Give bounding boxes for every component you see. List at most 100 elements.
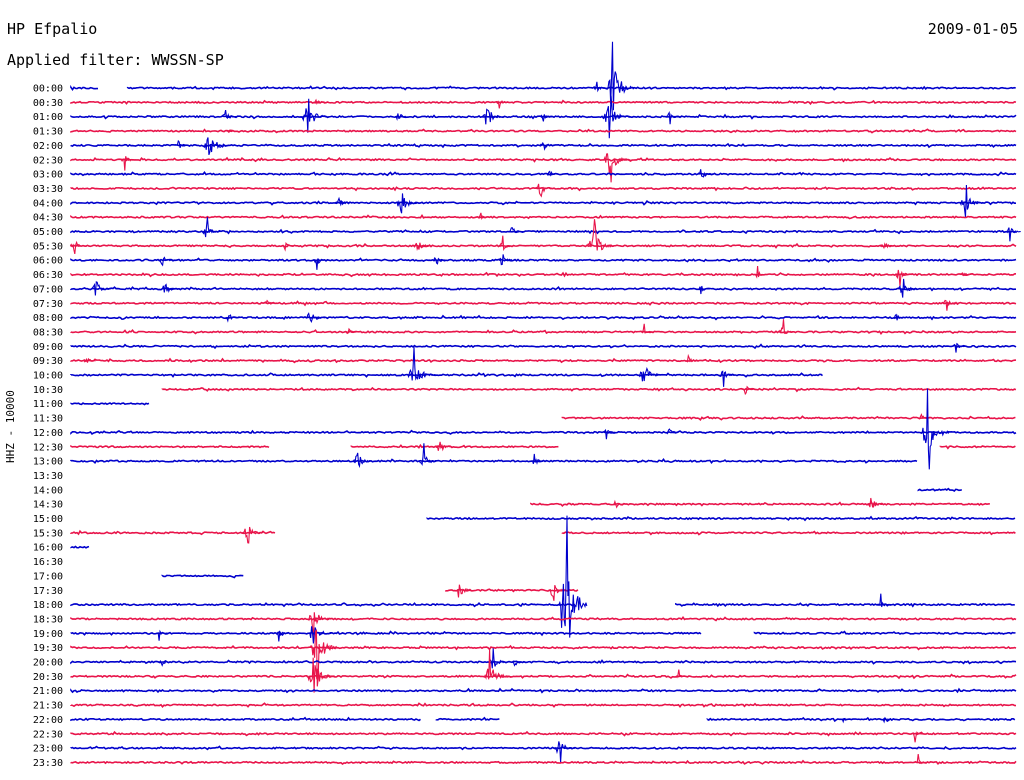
time-label: 02:30 [33,155,63,166]
seismic-event [554,741,576,763]
seismic-event [307,612,332,642]
trace-row [70,741,1017,763]
seismic-event [345,327,358,335]
seismic-event [275,631,288,642]
seismic-event [915,754,928,765]
seismic-event [881,716,891,724]
trace-row [70,353,1017,364]
trace-segment [161,574,244,579]
seismic-event [697,169,714,178]
trace-row [70,388,1017,470]
seismic-event [665,111,682,125]
trace-row [70,649,1017,693]
seismic-event [602,153,631,183]
seismic-event [641,323,654,334]
seismic-event [488,648,508,669]
time-label: 06:30 [33,270,63,281]
seismic-event [876,593,892,608]
trace-segment [70,687,1017,694]
trace-segment [70,644,1017,651]
trace-row [70,169,1017,178]
time-label: 16:00 [33,543,63,554]
time-label: 21:30 [33,701,63,712]
time-label: 01:00 [33,112,63,123]
trace-row [70,441,1016,452]
seismic-event [918,413,931,420]
seismic-event [603,428,616,440]
time-label: 02:00 [33,141,63,152]
seismic-event [453,584,474,598]
trace-row [70,265,1017,287]
trace-segment [70,242,1017,249]
time-label: 21:00 [33,686,63,697]
trace-row [70,545,90,549]
trace-row [70,184,1017,218]
trace-segment [70,429,1017,435]
time-label: 11:00 [33,399,63,410]
trace-segment [70,286,1017,292]
trace-row [70,217,1021,242]
trace-row [70,342,1017,353]
trace-segment [70,343,1017,350]
seismic-event [263,299,276,305]
seismic-event [741,385,757,396]
seismic-event [221,109,237,120]
trace-segment [70,171,1017,177]
seismic-event [530,453,546,465]
seismic-event [432,256,448,265]
trace-row [70,629,1017,687]
time-label: 08:00 [33,313,63,324]
trace-segment [561,530,1016,536]
seismic-event [498,254,515,266]
time-label: 07:30 [33,299,63,310]
seismic-event [242,526,264,544]
time-label: 22:00 [33,715,63,726]
trace-segment [445,588,579,593]
trace-segment [70,673,1017,680]
seismic-event [558,515,588,638]
seismic-event [478,212,488,221]
time-label: 13:00 [33,457,63,468]
seismic-event [156,629,169,641]
time-label: 08:30 [33,327,63,338]
trace-segment [753,630,1016,636]
seismic-event [840,717,850,724]
trace-segment [70,458,918,465]
seismic-event [306,657,336,693]
seismic-event [893,313,906,321]
trace-segment [70,402,150,406]
trace-segment [70,300,1017,307]
time-label: 14:00 [33,485,63,496]
seismic-event [159,659,172,667]
seismic-event [718,370,736,387]
seismic-event [1005,227,1021,242]
trace-segment [70,730,1017,737]
trace-row [70,443,918,469]
trace-segment [939,445,1016,450]
trace-segment [70,99,1017,106]
trace-segment [70,702,1017,709]
trace-row [70,98,1017,109]
trace-segment [70,601,576,608]
time-label: 09:00 [33,342,63,353]
seismic-event [912,731,925,743]
seismic-event [120,156,136,171]
seismic-event [540,114,553,122]
time-label: 00:30 [33,98,63,109]
time-label: 23:30 [33,758,63,769]
seismic-event [548,585,568,601]
trace-row [70,137,1017,155]
trace-row [70,612,1017,642]
trace-segment [70,444,270,449]
trace-row [70,716,1016,724]
seismic-event [91,281,111,296]
trace-row [70,626,1016,644]
seismic-event [666,428,679,435]
time-label: 15:00 [33,514,63,525]
time-label: 22:30 [33,729,63,740]
time-tick-labels: 00:00 00:30 01:00 01:30 02:00 02:30 03:00 03:30… [33,84,63,769]
time-label: 18:00 [33,600,63,611]
seismic-event [307,626,332,644]
trace-segment [70,271,1017,278]
seismic-event [306,312,325,324]
